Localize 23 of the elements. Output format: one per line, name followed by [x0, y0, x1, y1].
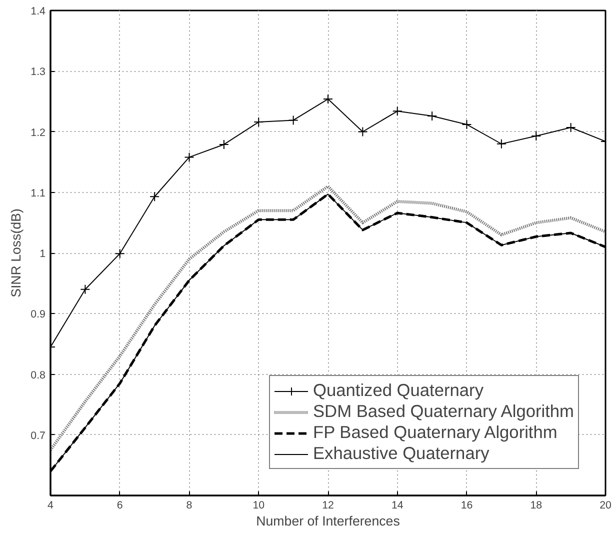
- x-tick-label: 6: [116, 500, 123, 512]
- x-tick-label: 8: [186, 500, 192, 512]
- y-tick-label: 1.2: [30, 126, 46, 139]
- legend-label: Quantized Quaternary: [313, 380, 484, 401]
- x-axis-title: Number of Interferences: [256, 514, 400, 528]
- y-tick-label: 0.8: [30, 369, 46, 382]
- x-tick-label: 18: [530, 500, 542, 512]
- y-tick-label: 1: [40, 248, 46, 260]
- legend-label: Exhaustive Quaternary: [313, 443, 490, 464]
- x-tick-label: 14: [391, 500, 404, 512]
- y-tick-label: 0.7: [30, 430, 46, 442]
- y-tick-label: 1.3: [30, 66, 46, 78]
- legend-label: FP Based Quaternary Algorithm: [313, 422, 558, 443]
- x-tick-label: 10: [252, 500, 265, 512]
- x-tick-label: 20: [600, 500, 612, 512]
- x-tick-label: 12: [322, 500, 334, 512]
- y-tick-label: 0.9: [30, 308, 46, 321]
- legend-label: SDM Based Quaternary Algorithm: [313, 401, 574, 422]
- y-tick-label: 1.1: [30, 187, 46, 200]
- x-tick-label: 4: [48, 500, 54, 512]
- x-tick-label: 16: [460, 500, 473, 512]
- y-axis-title: SINR Loss(dB): [8, 208, 24, 298]
- y-tick-label: 1.4: [30, 6, 46, 18]
